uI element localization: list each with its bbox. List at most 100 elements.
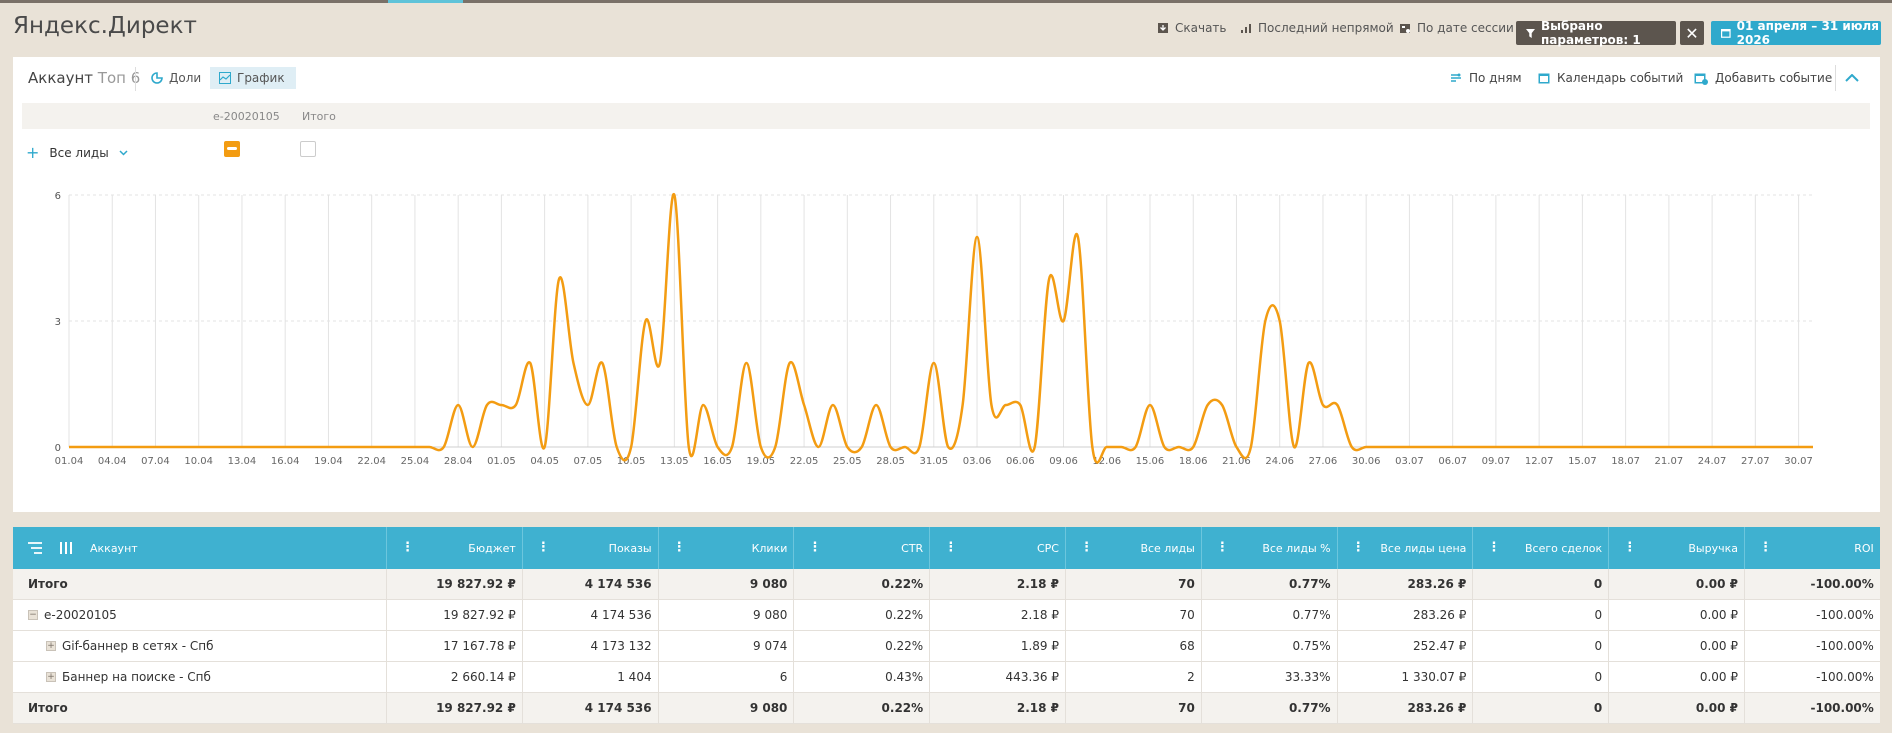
table-cell: -100.00% xyxy=(1744,569,1880,599)
row-name[interactable]: Баннер на поиске - Спб xyxy=(62,670,211,684)
tab-chart-label: График xyxy=(237,71,285,85)
column-header-label: CPC xyxy=(1036,541,1059,555)
table-cell: 2.18 ₽ xyxy=(929,569,1065,599)
table-cell: 33.33% xyxy=(1200,662,1337,692)
y-tick-label: 0 xyxy=(55,443,61,454)
column-header[interactable]: ⋮ Бюджет xyxy=(386,527,522,569)
pie-icon xyxy=(151,72,163,84)
total-row: Итого 19 827.92 ₽4 174 536 9 080 0.22% 2.18 … xyxy=(13,569,1880,600)
x-tick-label: 22.05 xyxy=(790,456,819,467)
selected-params-label: Выбрано параметров: 1 xyxy=(1540,19,1641,47)
row-name-cell: Итого xyxy=(13,693,386,723)
column-menu-icon[interactable]: ⋮ xyxy=(1759,540,1772,555)
series-toggle-campaign[interactable] xyxy=(224,141,240,157)
table-cell: 0.00 ₽ xyxy=(1608,569,1744,599)
x-tick-label: 09.06 xyxy=(1049,456,1078,467)
x-tick-label: 06.07 xyxy=(1438,456,1467,467)
total-row: Итого 19 827.92 ₽4 174 536 9 080 0.22% 2.18 … xyxy=(13,693,1880,724)
table-cell: 0.77% xyxy=(1200,600,1337,630)
x-tick-label: 21.06 xyxy=(1222,456,1251,467)
x-tick-label: 07.05 xyxy=(574,456,603,467)
column-header[interactable]: ⋮ Все лиды цена xyxy=(1336,527,1473,569)
column-header[interactable]: ⋮ ROI xyxy=(1744,527,1880,569)
column-header[interactable]: ⋮ CPC xyxy=(929,527,1065,569)
table-cell: 252.47 ₽ xyxy=(1336,631,1473,661)
selected-params-button[interactable]: Выбрано параметров: 1 xyxy=(1516,19,1676,47)
table-row: + Баннер на поиске - Спб 2 660.14 ₽1 404 6 0… xyxy=(13,662,1880,693)
column-header[interactable]: ⋮ Выручка xyxy=(1608,527,1744,569)
column-menu-icon[interactable]: ⋮ xyxy=(1351,540,1365,555)
table-cell: 2.18 ₽ xyxy=(929,600,1065,630)
y-tick-label: 3 xyxy=(55,317,61,328)
chart-panel: Аккаунт Топ 6 Доли График По дням Календ… xyxy=(13,57,1880,512)
column-header[interactable]: ⋮ Все лиды % xyxy=(1200,527,1337,569)
series-toggle-total[interactable] xyxy=(300,141,316,157)
table-cell: -100.00% xyxy=(1744,662,1880,692)
expand-row-icon[interactable]: + xyxy=(46,641,56,651)
table-cell: 0.43% xyxy=(793,662,929,692)
table-cell: 19 827.92 ₽ xyxy=(386,569,522,599)
column-menu-icon[interactable]: ⋮ xyxy=(401,540,414,555)
table-cell: 0 xyxy=(1472,569,1608,599)
download-icon xyxy=(1158,23,1168,33)
column-menu-icon[interactable]: ⋮ xyxy=(1215,540,1229,555)
attribution-label: Последний непрямой xyxy=(1258,21,1394,35)
x-tick-label: 12.07 xyxy=(1525,456,1554,467)
column-menu-icon[interactable]: ⋮ xyxy=(672,540,686,555)
tab-chart[interactable]: График xyxy=(210,67,296,89)
column-menu-icon[interactable]: ⋮ xyxy=(1080,540,1093,555)
tab-shares[interactable]: Доли xyxy=(151,71,201,85)
table-cell: 0.77% xyxy=(1200,693,1337,723)
row-name-cell: − e-20020105 xyxy=(13,600,386,630)
table-cell: 19 827.92 ₽ xyxy=(386,693,522,723)
x-tick-label: 01.04 xyxy=(55,456,84,467)
column-menu-icon[interactable]: ⋮ xyxy=(808,540,822,555)
table-cell: 9 074 xyxy=(657,631,794,661)
attribution-button[interactable]: Последний непрямой xyxy=(1240,21,1394,35)
series-line xyxy=(69,193,1813,464)
column-header[interactable]: ⋮ CTR xyxy=(793,527,929,569)
x-tick-label: 13.04 xyxy=(228,456,257,467)
collapse-group-icon[interactable]: − xyxy=(28,610,38,620)
table-cell: 1 404 xyxy=(521,662,658,692)
column-header-label: ROI xyxy=(1854,541,1874,555)
line-chart-icon xyxy=(219,72,231,84)
add-event-button[interactable]: Добавить событие xyxy=(1694,71,1832,85)
column-header[interactable]: ⋮ Клики xyxy=(657,527,794,569)
event-calendar-button[interactable]: Календарь событий xyxy=(1538,71,1683,85)
row-name: Итого xyxy=(28,577,68,591)
tree-icon[interactable] xyxy=(28,542,42,554)
table-cell: 443.36 ₽ xyxy=(929,662,1065,692)
column-menu-icon[interactable]: ⋮ xyxy=(944,540,958,555)
session-date-button[interactable]: По дате сессии xyxy=(1399,21,1514,35)
columns-icon[interactable] xyxy=(60,542,72,554)
bar-chart-icon xyxy=(1241,24,1251,33)
date-range-button[interactable]: 01 апреля – 31 июля 2026 xyxy=(1711,19,1881,47)
download-label: Скачать xyxy=(1175,21,1227,35)
by-days-button[interactable]: По дням xyxy=(1450,71,1522,85)
collapse-button[interactable] xyxy=(1835,65,1868,91)
header: Яндекс.Директ Скачать Последний непрямой… xyxy=(0,3,1892,55)
column-menu-icon[interactable]: ⋮ xyxy=(1487,540,1501,555)
row-name[interactable]: Gif-баннер в сетях - Спб xyxy=(62,639,214,653)
add-metric-icon[interactable]: + xyxy=(26,143,40,162)
expand-row-icon[interactable]: + xyxy=(46,672,56,682)
x-tick-label: 10.05 xyxy=(617,456,646,467)
metric-label: Все лиды xyxy=(49,145,109,160)
x-tick-label: 22.04 xyxy=(357,456,386,467)
column-header-label: Все лиды цена xyxy=(1380,541,1467,555)
download-button[interactable]: Скачать xyxy=(1157,21,1227,35)
column-menu-icon[interactable]: ⋮ xyxy=(1623,540,1637,555)
column-header[interactable]: ⋮ Всего сделок xyxy=(1472,527,1608,569)
legend-row: e-20020105 Итого xyxy=(22,103,1870,129)
column-header[interactable]: ⋮ Показы xyxy=(521,527,658,569)
table-cell: 9 080 xyxy=(657,600,794,630)
table-row: − e-20020105 19 827.92 ₽4 174 536 9 080 0.22… xyxy=(13,600,1880,631)
table-cell: -100.00% xyxy=(1744,693,1880,723)
table-cell: 2 xyxy=(1065,662,1201,692)
column-header[interactable]: ⋮ Все лиды xyxy=(1065,527,1201,569)
metric-selector[interactable]: + Все лиды xyxy=(26,143,128,162)
column-menu-icon[interactable]: ⋮ xyxy=(536,540,550,555)
clear-params-button[interactable]: ✕ xyxy=(1680,21,1704,45)
row-name[interactable]: e-20020105 xyxy=(44,608,117,622)
